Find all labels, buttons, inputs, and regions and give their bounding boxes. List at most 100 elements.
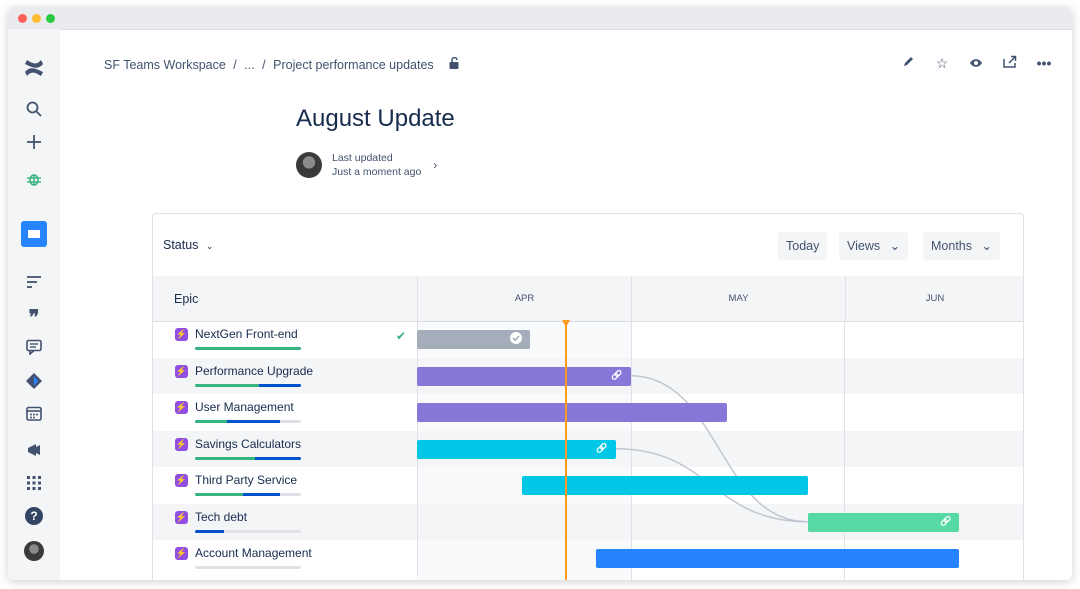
quote-icon[interactable]: ❞: [28, 307, 40, 329]
breadcrumb: SF Teams Workspace / ... / Project perfo…: [104, 56, 463, 72]
progress-segment: [255, 456, 301, 460]
bug-icon[interactable]: [8, 171, 60, 192]
roadmap-bar[interactable]: 🔗: [807, 512, 960, 532]
progress-segment: [258, 383, 301, 387]
roadmap: Status ⌄ Today Views ⌄ Months ⌄ Epic APR…: [152, 213, 1024, 580]
progress-bar: [195, 383, 301, 387]
progress-segment: [242, 493, 280, 496]
feedback-icon[interactable]: [8, 372, 60, 395]
link-icon: 🔗: [940, 515, 952, 526]
calendar-icon[interactable]: [8, 405, 60, 426]
status-filter[interactable]: Status ⌄: [163, 238, 213, 252]
epic-name[interactable]: NextGen Front-end: [195, 327, 298, 341]
minimize-window-button[interactable]: [32, 14, 41, 23]
progress-segment: [195, 420, 227, 423]
months-button[interactable]: Months ⌄: [923, 232, 1000, 260]
breadcrumb-workspace-link[interactable]: SF Teams Workspace: [104, 58, 226, 72]
roadmap-bar[interactable]: 🔗: [417, 366, 631, 386]
check-circle-icon: [510, 332, 523, 347]
progress-segment: [195, 383, 259, 387]
close-window-button[interactable]: [18, 14, 27, 23]
progress-bar: [195, 529, 301, 533]
share-icon[interactable]: [1002, 55, 1018, 72]
roadmap-bar[interactable]: 🔗: [417, 439, 616, 459]
unlock-icon[interactable]: [449, 56, 459, 72]
roadmap-grid: Epic APR MAY JUN ⚡ NextGen Front-end ✔ ⚡ Per…: [153, 276, 1023, 580]
watch-icon[interactable]: [968, 55, 984, 72]
global-sidebar: ❞ ?: [8, 29, 60, 580]
last-updated-value: Just a moment ago: [332, 166, 422, 178]
epic-row-label[interactable]: ⚡ User Management: [153, 394, 418, 430]
chevron-down-icon: ⌄: [981, 239, 992, 253]
progress-bar: [195, 493, 301, 496]
confluence-logo-icon[interactable]: [8, 59, 60, 82]
views-label: Views: [847, 239, 881, 253]
chevron-right-icon[interactable]: ›: [433, 158, 438, 172]
months-label: Months: [931, 239, 972, 253]
search-icon[interactable]: [8, 101, 60, 122]
progress-segment: [226, 420, 280, 423]
text-format-icon[interactable]: [8, 274, 60, 294]
status-filter-label: Status: [163, 238, 199, 252]
epic-name[interactable]: User Management: [195, 400, 294, 414]
page-byline: Last updated Just a moment ago ›: [296, 151, 437, 179]
epic-name[interactable]: Savings Calculators: [195, 436, 302, 451]
megaphone-icon[interactable]: [8, 442, 60, 463]
epic-name[interactable]: Account Management: [195, 546, 312, 560]
month-header: MAY: [631, 276, 845, 322]
progress-bar: [195, 420, 301, 423]
epic-icon: ⚡: [175, 510, 188, 524]
roadmap-bar[interactable]: [596, 549, 960, 568]
app-window: ❞ ? SF Teams Workspace / ... / Project p: [8, 7, 1072, 580]
today-marker: [562, 320, 571, 327]
author-avatar[interactable]: [296, 152, 322, 178]
progress-segment: [195, 456, 256, 460]
epic-icon: ⚡: [175, 547, 188, 560]
page-icon[interactable]: [8, 221, 60, 247]
epic-row-label[interactable]: ⚡ Third Party Service: [153, 467, 418, 503]
epic-icon: ⚡: [175, 364, 188, 378]
page-title: August Update: [296, 105, 455, 132]
epic-name[interactable]: Third Party Service: [195, 473, 298, 487]
comment-icon[interactable]: [8, 339, 60, 360]
views-button[interactable]: Views ⌄: [839, 232, 909, 260]
roadmap-toolbar: Status ⌄ Today Views ⌄ Months ⌄: [153, 214, 1023, 277]
create-icon[interactable]: [8, 134, 60, 155]
dependency-line: [630, 375, 808, 523]
roadmap-bar[interactable]: [417, 403, 727, 422]
epic-icon: ⚡: [175, 328, 188, 341]
edit-icon[interactable]: [900, 55, 916, 72]
epic-icon: ⚡: [175, 401, 188, 414]
progress-bar: [195, 456, 301, 460]
roadmap-bar[interactable]: [417, 330, 531, 349]
epic-row-label[interactable]: ⚡ Account Management: [153, 540, 418, 576]
epic-row-label[interactable]: ⚡ Tech debt: [153, 503, 418, 540]
epic-icon: ⚡: [175, 474, 188, 487]
star-icon[interactable]: ☆: [935, 55, 949, 71]
epic-name[interactable]: Tech debt: [195, 509, 248, 524]
apps-grid-icon[interactable]: [8, 475, 60, 495]
epic-name[interactable]: Performance Upgrade: [195, 363, 314, 378]
month-header: APR: [417, 276, 631, 322]
last-updated-label: Last updated: [332, 152, 393, 164]
epic-row-label[interactable]: ⚡ NextGen Front-end ✔: [153, 321, 418, 357]
last-updated: Last updated Just a moment ago: [332, 151, 421, 179]
breadcrumb-separator: /: [233, 58, 237, 72]
maximize-window-button[interactable]: [46, 14, 55, 23]
breadcrumb-ellipsis-link[interactable]: ...: [244, 58, 255, 72]
avatar[interactable]: [8, 541, 60, 561]
month-divider: [630, 321, 632, 580]
roadmap-bar[interactable]: [521, 476, 808, 495]
progress-segment: [195, 347, 301, 350]
main-content: SF Teams Workspace / ... / Project perfo…: [60, 29, 1072, 580]
more-icon[interactable]: •••: [1036, 55, 1052, 71]
done-check-icon: ✔: [396, 329, 407, 343]
breadcrumb-page-link[interactable]: Project performance updates: [273, 58, 434, 72]
today-button[interactable]: Today: [778, 232, 828, 260]
dependency-lines: [615, 375, 808, 523]
progress-segment: [195, 493, 243, 496]
link-icon: 🔗: [596, 442, 608, 453]
month-divider: [844, 321, 845, 580]
help-icon[interactable]: ?: [8, 507, 60, 525]
breadcrumb-separator: /: [262, 58, 266, 72]
